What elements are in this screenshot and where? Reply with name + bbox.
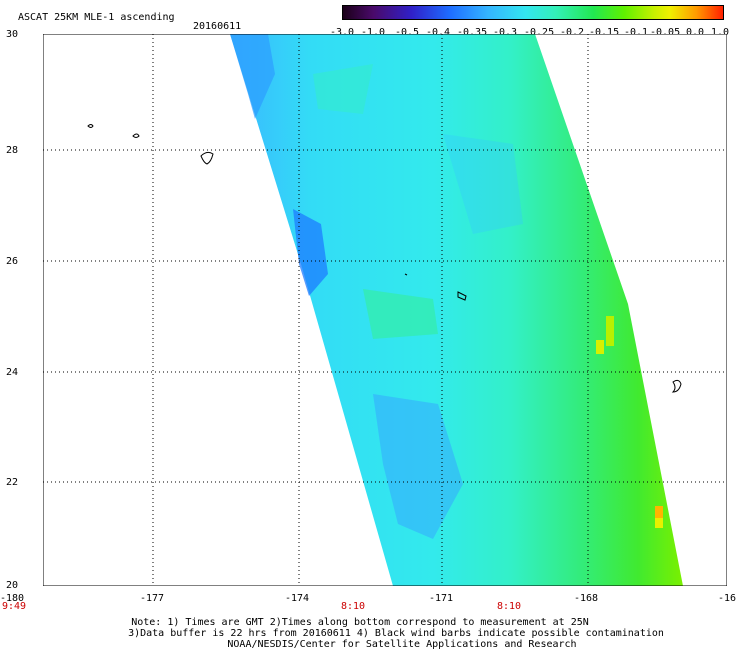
- colorbar-label: -0.5: [395, 27, 420, 38]
- colorbar-label: -0.1: [624, 27, 649, 38]
- colorbar-label: -0.15: [589, 27, 620, 38]
- y-tick-label: 30: [6, 29, 19, 40]
- colorbar-label: -3.0: [330, 27, 355, 38]
- note-line: Note: 1) Times are GMT 2)Times along bot…: [131, 617, 589, 628]
- x-tick-label: -171: [429, 593, 454, 604]
- swath-yellow-pixels: [655, 518, 663, 528]
- colorbar-label: 0.0: [686, 27, 705, 38]
- swath-orange-pixel: [655, 506, 663, 518]
- swath-blue-patch: [230, 34, 275, 119]
- swath-green-patch: [313, 64, 373, 114]
- grid-lines: [43, 34, 727, 586]
- map-date: 20160611: [193, 21, 242, 32]
- pass-time-label: 9:49: [2, 601, 27, 612]
- colorbar-label: -0.2: [560, 27, 585, 38]
- y-tick-label: 24: [6, 367, 19, 378]
- swath-blue-patch: [373, 394, 463, 539]
- x-tick-label: -16: [718, 593, 737, 604]
- swath-yellow-pixels: [596, 340, 604, 354]
- x-tick-label: -177: [140, 593, 165, 604]
- x-tick-label: -180: [0, 593, 25, 604]
- y-tick-label: 20: [6, 580, 19, 591]
- island-outlines: [87, 124, 682, 393]
- colorbar-label: -1.0: [361, 27, 386, 38]
- note-line: 3)Data buffer is 22 hrs from 20160611 4)…: [128, 628, 664, 639]
- colorbar-label: -0.35: [457, 27, 488, 38]
- colorbar-label: -0.3: [493, 27, 518, 38]
- colorbar-label: -0.05: [650, 27, 681, 38]
- y-tick-label: 28: [6, 145, 19, 156]
- swath-yellow-pixels: [606, 316, 614, 346]
- swath-blue-patch: [293, 209, 328, 296]
- y-tick-label: 22: [6, 477, 19, 488]
- note-line: NOAA/NESDIS/Center for Satellite Applica…: [227, 639, 577, 650]
- data-swath: [230, 34, 683, 586]
- swath-green-patch: [363, 289, 438, 339]
- map-title: ASCAT 25KM MLE-1 ascending: [18, 12, 175, 23]
- x-tick-label: -168: [574, 593, 599, 604]
- colorbar-label: 1.0: [711, 27, 730, 38]
- colorbar-label: -0.25: [524, 27, 555, 38]
- x-tick-label: -174: [285, 593, 310, 604]
- pass-time-label: 8:10: [341, 601, 366, 612]
- colorbar-label: -0.4: [426, 27, 451, 38]
- y-tick-label: 26: [6, 256, 19, 267]
- pass-time-label: 8:10: [497, 601, 522, 612]
- map-plot-area[interactable]: [43, 34, 727, 586]
- colorbar: [342, 5, 724, 20]
- swath-blue-patch: [443, 134, 523, 234]
